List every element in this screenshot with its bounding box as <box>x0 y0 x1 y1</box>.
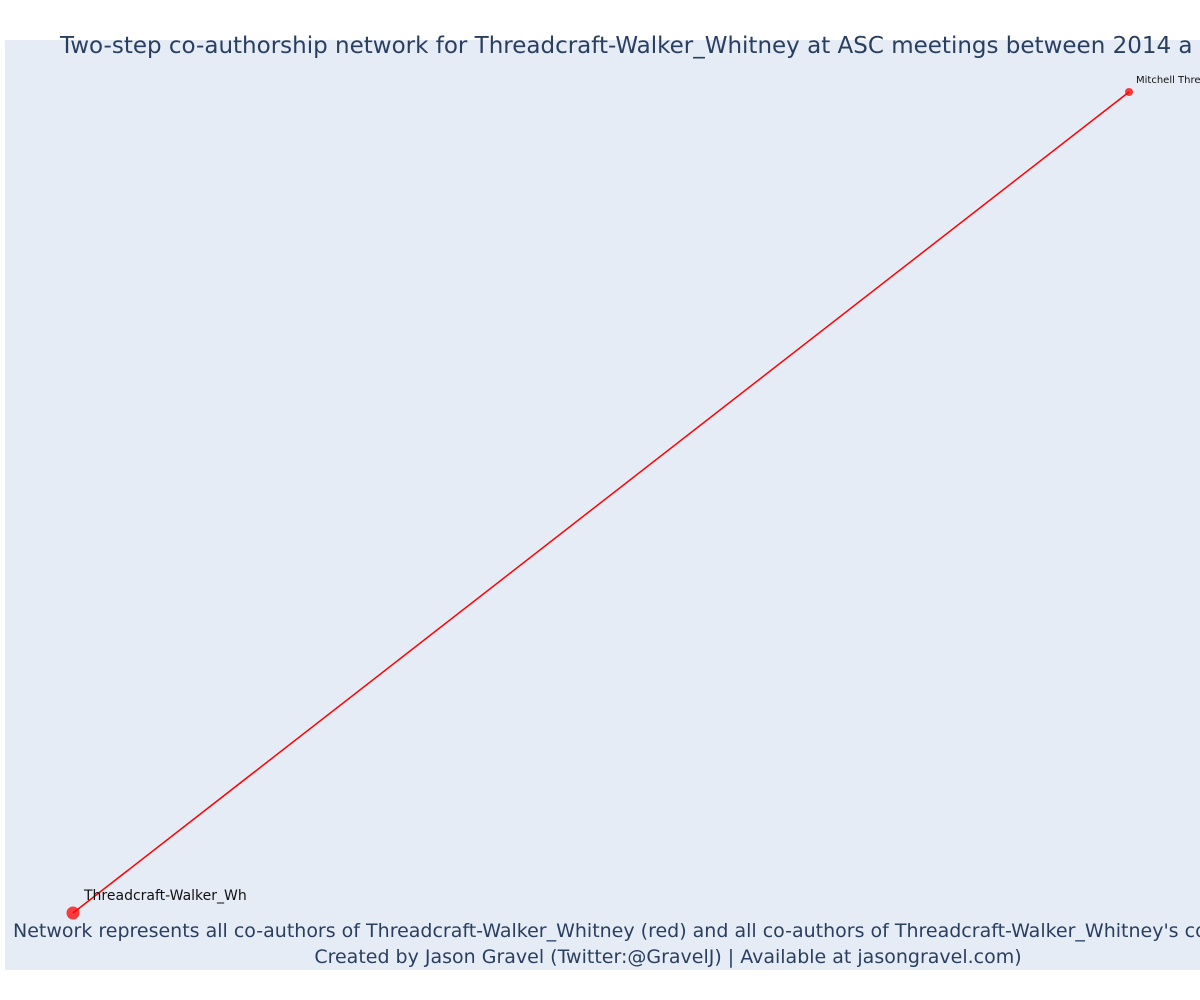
node <box>66 906 80 920</box>
footer-note: Network represents all co-authors of Thr… <box>13 920 1200 942</box>
node-label: Mitchell Thre <box>1136 75 1200 86</box>
figure-title: Two-step co-authorship network for Threa… <box>59 33 1193 59</box>
node <box>1125 88 1133 96</box>
plot-background <box>5 40 1200 970</box>
node-label: Threadcraft-Walker_Wh <box>83 888 247 904</box>
edge <box>72 91 1130 914</box>
footer-credit: Created by Jason Gravel (Twitter:@Gravel… <box>314 946 1021 968</box>
